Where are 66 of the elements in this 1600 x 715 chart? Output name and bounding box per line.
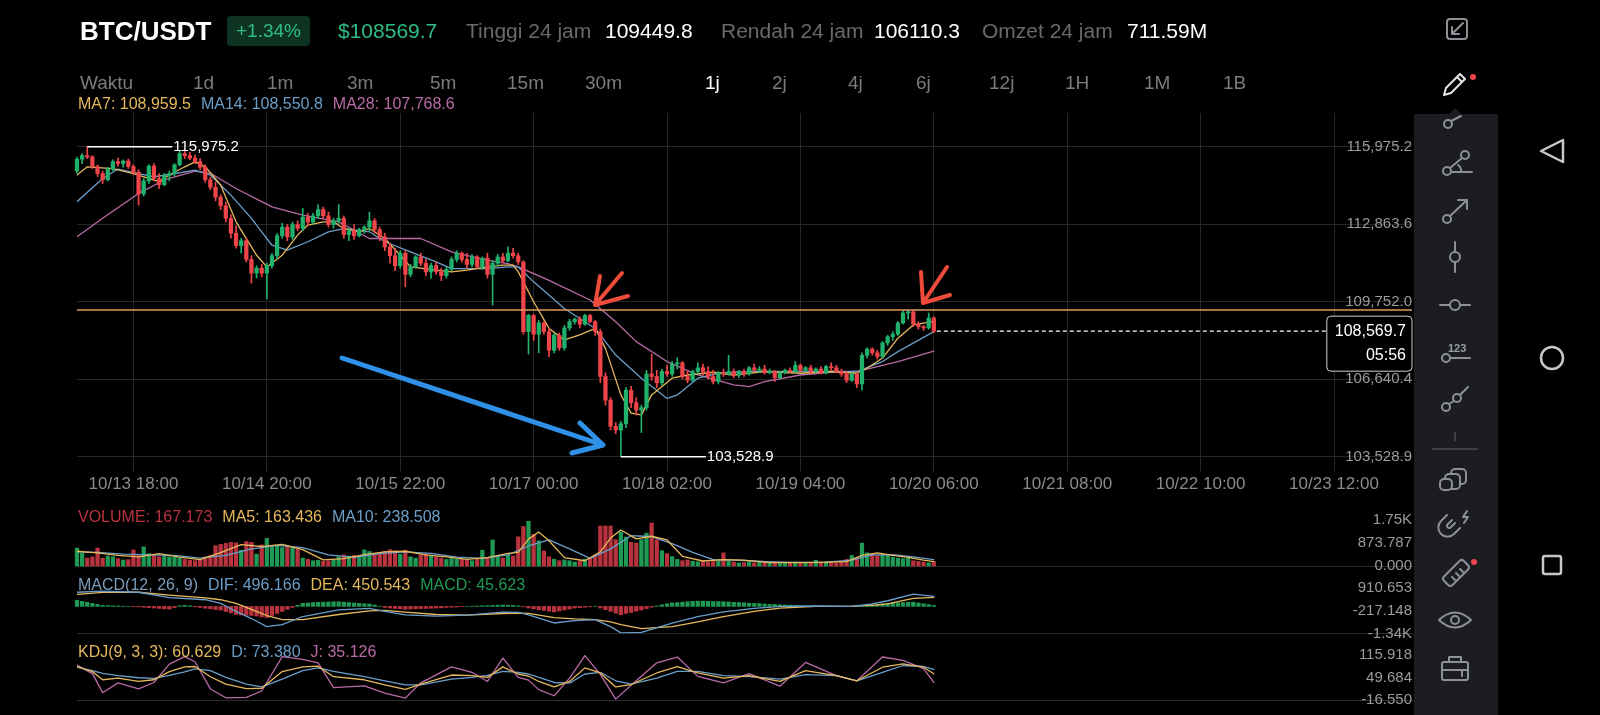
series-label: D: 73.380 xyxy=(231,643,301,661)
series-label: KDJ(9, 3, 3): 60.629 xyxy=(78,643,222,661)
y-tick-label: -1.34K xyxy=(1367,623,1412,641)
series-label: DEA: 450.543 xyxy=(310,576,411,594)
series-label: VOLUME: 167.173 xyxy=(78,508,213,526)
series-label: MA10: 238.508 xyxy=(331,508,441,526)
y-tick-label: 115.918 xyxy=(1358,645,1412,663)
text: 1d xyxy=(193,72,215,94)
annotation: 05:56 xyxy=(1365,345,1407,363)
x-tick-label: 10/23 12:00 xyxy=(1289,473,1379,493)
text: 109449.8 xyxy=(605,18,693,44)
series-label: J: 35.126 xyxy=(310,643,377,661)
text: 1j xyxy=(705,72,720,94)
text: 106110.3 xyxy=(874,18,961,44)
y-tick-label: 49.684 xyxy=(1366,667,1412,685)
y-tick-label: 109,752.0 xyxy=(1345,291,1412,309)
series-label: MA5: 163.436 xyxy=(222,508,323,526)
ref-line-label: 108,569.7 xyxy=(1334,321,1407,339)
text: 1H xyxy=(1065,72,1090,94)
text: 15m xyxy=(507,72,544,94)
text: 2j xyxy=(772,72,787,94)
text: +1.34% xyxy=(227,16,310,46)
text: 5m xyxy=(430,72,457,94)
text: MA7: 108,959.5 xyxy=(78,95,192,113)
text: Waktu xyxy=(80,72,134,94)
annotation: 115,975.2 xyxy=(173,136,239,154)
text: 6j xyxy=(916,72,931,94)
y-tick-label: 103,528.9 xyxy=(1345,446,1412,464)
text: 1m xyxy=(267,72,294,94)
chart-title: MACD(12, 26, 9) xyxy=(78,576,199,594)
x-tick-label: 10/17 00:00 xyxy=(488,473,579,493)
text: Tinggi 24 jam xyxy=(466,18,592,44)
y-tick-label: 112,863.6 xyxy=(1346,214,1412,232)
y-tick-label: 106,640.4 xyxy=(1345,369,1412,387)
y-tick-label: 873.787 xyxy=(1357,533,1412,551)
y-tick-label: -16.550 xyxy=(1361,690,1412,708)
text: 4j xyxy=(848,72,863,94)
text: 1M xyxy=(1144,72,1171,94)
x-tick-label: 10/22 10:00 xyxy=(1155,473,1246,493)
x-tick-label: 10/18 02:00 xyxy=(622,473,712,493)
y-tick-label: 115,975.2 xyxy=(1346,136,1412,154)
text: 1B xyxy=(1223,72,1247,94)
x-tick-label: 10/14 20:00 xyxy=(221,473,312,493)
annotation: 103,528.9 xyxy=(706,446,774,464)
y-tick-label: 1.75K xyxy=(1372,510,1412,528)
series-label: MACD: 45.623 xyxy=(420,576,526,594)
y-tick-label: -217.148 xyxy=(1352,600,1412,618)
y-tick-label: 910.653 xyxy=(1357,578,1412,596)
text: MA28: 107,768.6 xyxy=(332,95,455,113)
text: Rendah 24 jam xyxy=(721,18,864,44)
text: 123 xyxy=(1448,341,1467,355)
x-tick-label: 10/15 22:00 xyxy=(355,473,446,493)
text: MA14: 108,550.8 xyxy=(200,95,323,113)
x-tick-label: 10/13 18:00 xyxy=(88,473,179,493)
text: 711.59M xyxy=(1127,18,1208,44)
text: BTC/USDT xyxy=(80,16,212,46)
text: 30m xyxy=(585,72,622,94)
text: $108569.7 xyxy=(338,18,438,44)
x-tick-label: 10/19 04:00 xyxy=(755,473,846,493)
x-tick-label: 10/20 06:00 xyxy=(888,473,979,493)
series-label: DIF: 496.166 xyxy=(208,576,301,594)
y-tick-label: 0.000 xyxy=(1374,556,1412,574)
text: 12j xyxy=(989,72,1015,94)
x-tick-label: 10/21 08:00 xyxy=(1022,473,1113,493)
text: Omzet 24 jam xyxy=(982,18,1113,44)
text: 3m xyxy=(347,72,374,94)
